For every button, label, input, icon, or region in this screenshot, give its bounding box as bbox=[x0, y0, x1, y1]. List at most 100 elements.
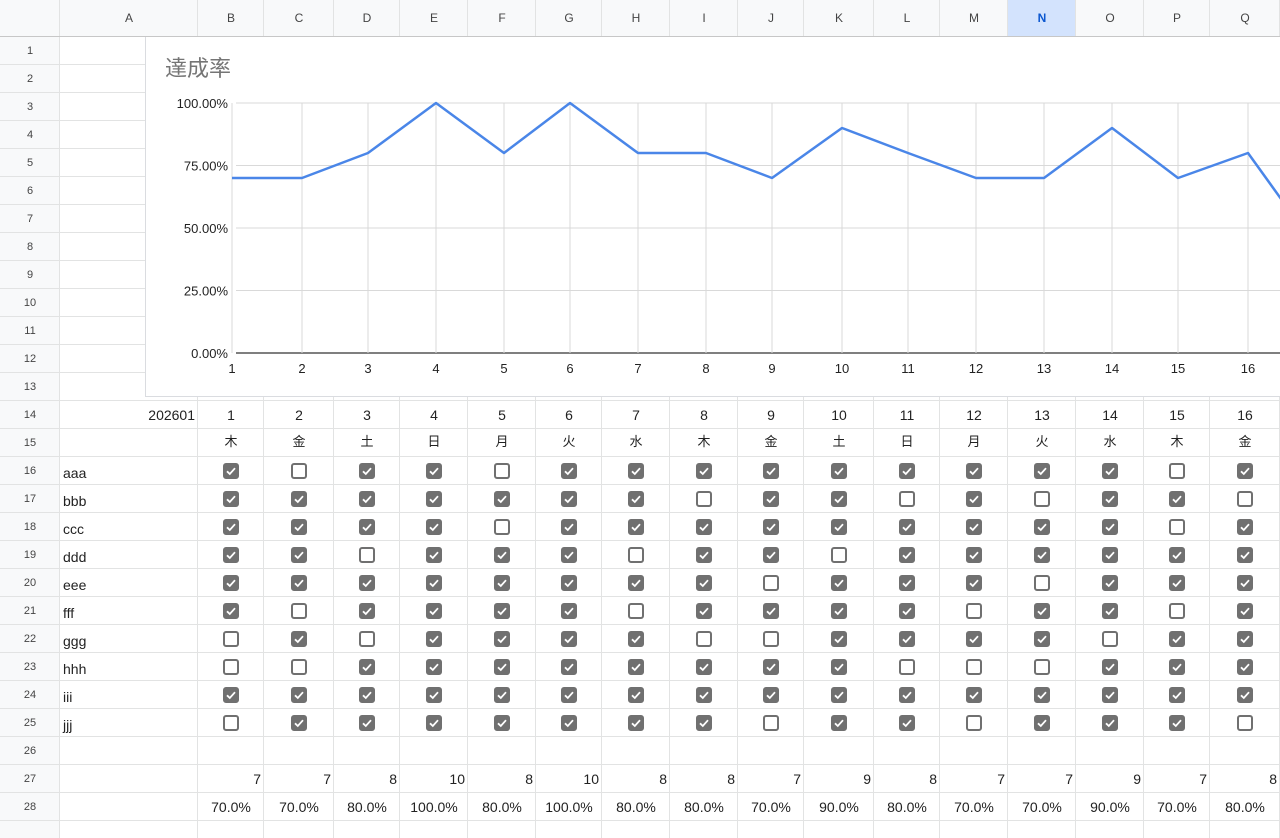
checkbox-checked[interactable] bbox=[899, 519, 915, 535]
checkbox-checked[interactable] bbox=[1102, 687, 1118, 703]
checkbox-unchecked[interactable] bbox=[359, 631, 375, 647]
row-header-2[interactable]: 2 bbox=[26, 73, 34, 85]
checkbox-checked[interactable] bbox=[426, 491, 442, 507]
checkbox-checked[interactable] bbox=[899, 631, 915, 647]
row-header-11[interactable]: 11 bbox=[24, 325, 36, 337]
checkbox-unchecked[interactable] bbox=[223, 715, 239, 731]
column-header-a[interactable]: A bbox=[124, 11, 133, 25]
checkbox-checked[interactable] bbox=[628, 715, 644, 731]
checkbox-checked[interactable] bbox=[628, 519, 644, 535]
day-number-cell[interactable]: 1 bbox=[227, 407, 235, 423]
checkbox-checked[interactable] bbox=[831, 463, 847, 479]
checkbox-checked[interactable] bbox=[1169, 631, 1185, 647]
checkbox-checked[interactable] bbox=[628, 659, 644, 675]
row-header-22[interactable]: 22 bbox=[23, 633, 37, 645]
select-all-corner[interactable] bbox=[0, 0, 60, 37]
rate-cell[interactable]: 70.0% bbox=[211, 799, 251, 815]
weekday-cell[interactable]: 土 bbox=[360, 435, 374, 450]
column-header-n[interactable]: N bbox=[1008, 0, 1076, 37]
row-header-25[interactable]: 25 bbox=[23, 717, 37, 729]
checkbox-checked[interactable] bbox=[696, 603, 712, 619]
checkbox-checked[interactable] bbox=[831, 603, 847, 619]
person-name-cell[interactable]: ddd bbox=[63, 549, 87, 565]
checkbox-checked[interactable] bbox=[1169, 715, 1185, 731]
checkbox-checked[interactable] bbox=[223, 491, 239, 507]
checkbox-checked[interactable] bbox=[291, 687, 307, 703]
checkbox-checked[interactable] bbox=[1237, 519, 1253, 535]
person-name-cell[interactable]: iii bbox=[63, 689, 73, 705]
checkbox-unchecked[interactable] bbox=[291, 659, 307, 675]
checkbox-unchecked[interactable] bbox=[966, 715, 982, 731]
checkbox-checked[interactable] bbox=[1034, 547, 1050, 563]
checkbox-checked[interactable] bbox=[696, 715, 712, 731]
checkbox-checked[interactable] bbox=[291, 631, 307, 647]
weekday-cell[interactable]: 日 bbox=[427, 435, 441, 450]
checkbox-checked[interactable] bbox=[1102, 659, 1118, 675]
row-header-21[interactable]: 21 bbox=[23, 605, 37, 617]
weekday-cell[interactable]: 月 bbox=[967, 435, 981, 450]
rate-cell[interactable]: 80.0% bbox=[887, 799, 927, 815]
checkbox-checked[interactable] bbox=[1169, 575, 1185, 591]
checkbox-checked[interactable] bbox=[831, 631, 847, 647]
day-number-cell[interactable]: 12 bbox=[966, 407, 982, 423]
rate-cell[interactable]: 70.0% bbox=[279, 799, 319, 815]
checkbox-checked[interactable] bbox=[1169, 659, 1185, 675]
column-header-l[interactable]: L bbox=[903, 11, 911, 25]
checkbox-checked[interactable] bbox=[1034, 603, 1050, 619]
checkbox-checked[interactable] bbox=[1102, 491, 1118, 507]
checkbox-checked[interactable] bbox=[1237, 603, 1253, 619]
checkbox-checked[interactable] bbox=[1169, 687, 1185, 703]
checkbox-unchecked[interactable] bbox=[1034, 659, 1050, 675]
checkbox-checked[interactable] bbox=[831, 659, 847, 675]
checkbox-checked[interactable] bbox=[1034, 715, 1050, 731]
row-header-14[interactable]: 14 bbox=[23, 409, 37, 421]
person-name-cell[interactable]: jjj bbox=[63, 717, 73, 733]
checkbox-checked[interactable] bbox=[966, 491, 982, 507]
day-number-cell[interactable]: 9 bbox=[767, 407, 775, 423]
checkbox-unchecked[interactable] bbox=[696, 491, 712, 507]
row-header-4[interactable]: 4 bbox=[26, 129, 34, 141]
checkbox-checked[interactable] bbox=[291, 547, 307, 563]
weekday-cell[interactable]: 水 bbox=[1103, 435, 1117, 450]
checkbox-checked[interactable] bbox=[628, 491, 644, 507]
total-cell[interactable]: 8 bbox=[659, 771, 667, 787]
row-header-18[interactable]: 18 bbox=[23, 521, 37, 533]
total-cell[interactable]: 8 bbox=[727, 771, 735, 787]
rate-cell[interactable]: 80.0% bbox=[347, 799, 387, 815]
checkbox-unchecked[interactable] bbox=[494, 463, 510, 479]
person-name-cell[interactable]: ggg bbox=[63, 633, 87, 649]
checkbox-checked[interactable] bbox=[561, 687, 577, 703]
column-header-k[interactable]: K bbox=[834, 11, 843, 25]
total-cell[interactable]: 7 bbox=[253, 771, 261, 787]
row-header-19[interactable]: 19 bbox=[23, 549, 37, 561]
checkbox-checked[interactable] bbox=[966, 631, 982, 647]
checkbox-checked[interactable] bbox=[291, 491, 307, 507]
checkbox-checked[interactable] bbox=[223, 687, 239, 703]
checkbox-checked[interactable] bbox=[831, 715, 847, 731]
checkbox-checked[interactable] bbox=[426, 519, 442, 535]
person-name-cell[interactable]: hhh bbox=[63, 661, 87, 677]
day-number-cell[interactable]: 7 bbox=[632, 407, 640, 423]
day-number-cell[interactable]: 3 bbox=[363, 407, 371, 423]
weekday-cell[interactable]: 金 bbox=[764, 435, 778, 450]
rate-cell[interactable]: 90.0% bbox=[819, 799, 859, 815]
row-header-17[interactable]: 17 bbox=[23, 493, 37, 505]
checkbox-checked[interactable] bbox=[763, 603, 779, 619]
checkbox-checked[interactable] bbox=[494, 631, 510, 647]
row-header-13[interactable]: 13 bbox=[23, 381, 37, 393]
checkbox-checked[interactable] bbox=[1102, 575, 1118, 591]
weekday-cell[interactable]: 金 bbox=[292, 435, 306, 450]
checkbox-unchecked[interactable] bbox=[696, 631, 712, 647]
checkbox-checked[interactable] bbox=[1102, 715, 1118, 731]
column-header-o[interactable]: O bbox=[1105, 11, 1115, 25]
checkbox-checked[interactable] bbox=[1034, 631, 1050, 647]
checkbox-unchecked[interactable] bbox=[1169, 519, 1185, 535]
total-cell[interactable]: 7 bbox=[1199, 771, 1207, 787]
checkbox-checked[interactable] bbox=[831, 575, 847, 591]
rate-cell[interactable]: 100.0% bbox=[410, 799, 458, 815]
checkbox-checked[interactable] bbox=[763, 547, 779, 563]
checkbox-checked[interactable] bbox=[899, 715, 915, 731]
checkbox-checked[interactable] bbox=[359, 687, 375, 703]
checkbox-checked[interactable] bbox=[763, 687, 779, 703]
checkbox-checked[interactable] bbox=[561, 547, 577, 563]
